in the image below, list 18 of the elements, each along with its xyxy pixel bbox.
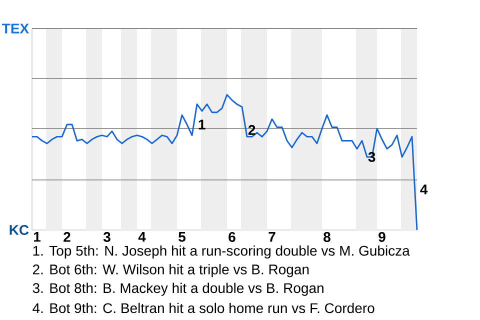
x-tick-label: 7: [268, 232, 276, 242]
text: KC: [10, 225, 29, 235]
annotation: 1: [198, 120, 206, 130]
text: 3. Bot 8th: B. Mackey hit a double vs B. Rogan: [32, 282, 324, 296]
x-tick-label: 2: [64, 232, 70, 242]
x-tick-label: 8: [324, 232, 330, 242]
x-tick-label: 4: [138, 232, 146, 242]
text: 1. Top 5th: N. Joseph hit a run-scoring double vs M. Gubicza: [33, 245, 410, 259]
text: 4: [420, 184, 428, 194]
x-tick-label: 1: [34, 232, 40, 242]
text: 2. Bot 6th: W. Wilson hit a triple vs B. Rogan: [32, 264, 309, 278]
annotation: 2: [248, 125, 256, 135]
text: TEX: [2, 24, 29, 34]
text: 4. Bot 9th: C. Beltran hit a solo home run vs F. Cordero: [32, 302, 374, 314]
x-tick-label: 3: [103, 232, 110, 242]
x-tick-label: 5: [178, 232, 186, 242]
x-tick-label: 6: [228, 232, 236, 242]
x-tick-label: 9: [378, 232, 386, 242]
